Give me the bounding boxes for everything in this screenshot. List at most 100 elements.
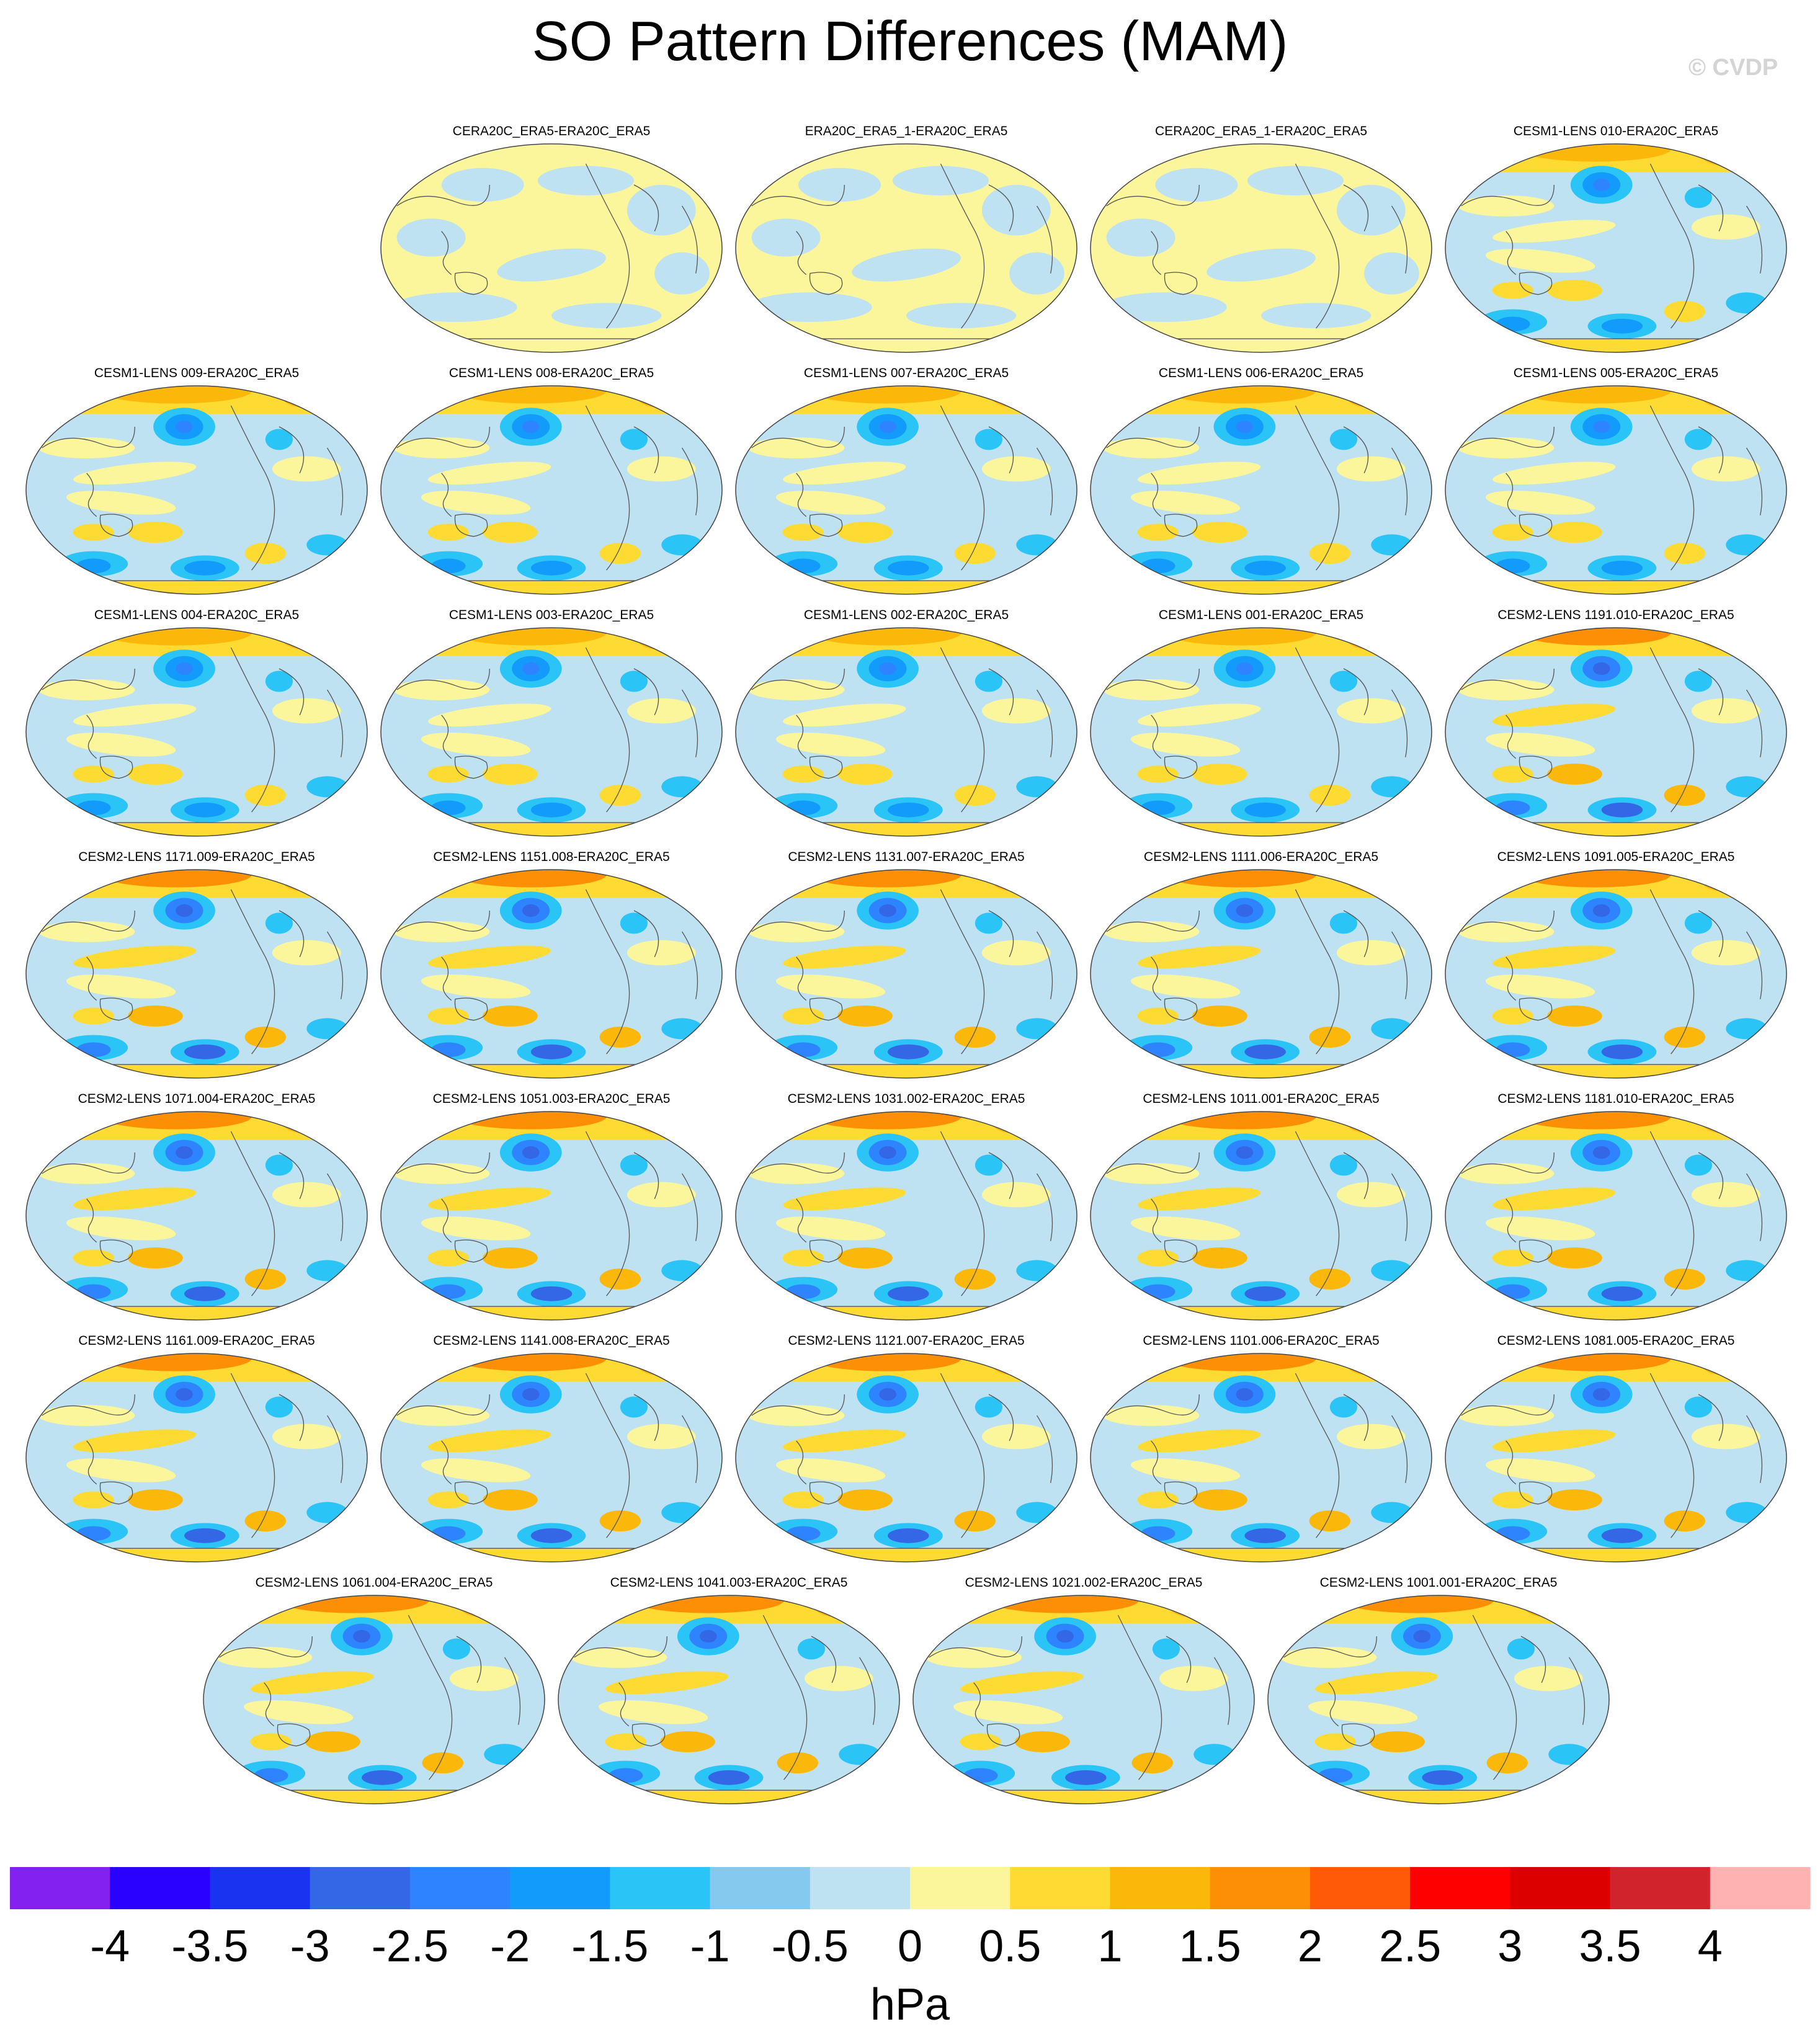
panel-label: CESM2-LENS 1031.002-ERA20C_ERA5 (787, 1092, 1025, 1106)
panel-label: CESM2-LENS 1071.004-ERA20C_ERA5 (78, 1092, 316, 1106)
global-map (735, 385, 1077, 595)
colorbar-swatch (409, 1867, 511, 1909)
colorbar-swatch (810, 1867, 911, 1909)
panel-label: CESM2-LENS 1181.010-ERA20C_ERA5 (1497, 1092, 1734, 1106)
colorbar-tick-label: -2.5 (372, 1922, 448, 1971)
colorbar-swatch (1010, 1867, 1110, 1909)
colorbar-tick-label: -3.5 (171, 1922, 248, 1971)
map-panel: CESM2-LENS 1131.007-ERA20C_ERA5 (728, 850, 1084, 1092)
panel-label: CESM2-LENS 1131.007-ERA20C_ERA5 (788, 850, 1025, 864)
map-panel-grid: CERA20C_ERA5-ERA20C_ERA5 ERA20C_ERA5_1-ER… (19, 124, 1794, 1817)
panel-label: CESM2-LENS 1011.001-ERA20C_ERA5 (1143, 1092, 1380, 1106)
colorbar-swatch (1309, 1867, 1411, 1909)
global-map (1445, 143, 1787, 353)
colorbar-tick-label: -0.5 (772, 1922, 849, 1971)
global-map (1090, 627, 1432, 837)
colorbar-swatch (110, 1867, 210, 1909)
figure-title: SO Pattern Differences (MAM) (532, 11, 1288, 73)
panel-label: CESM1-LENS 003-ERA20C_ERA5 (448, 608, 654, 622)
global-map (1445, 869, 1787, 1079)
panel-label: CESM1-LENS 006-ERA20C_ERA5 (1158, 366, 1364, 380)
panel-label: CESM2-LENS 1081.005-ERA20C_ERA5 (1497, 1334, 1735, 1348)
map-panel: CESM2-LENS 1181.010-ERA20C_ERA5 (1438, 1092, 1794, 1334)
global-map (735, 627, 1077, 837)
colorbar-tick-label: 0 (898, 1922, 922, 1971)
colorbar-swatch (610, 1867, 711, 1909)
panel-label: CESM1-LENS 008-ERA20C_ERA5 (448, 366, 654, 380)
map-panel: CESM2-LENS 1011.001-ERA20C_ERA5 (1083, 1092, 1439, 1334)
colorbar-swatch (1110, 1867, 1211, 1909)
global-map (735, 1111, 1077, 1321)
map-panel: CESM2-LENS 1191.010-ERA20C_ERA5 (1438, 608, 1794, 850)
colorbar-swatch (1210, 1867, 1311, 1909)
map-panel: CESM2-LENS 1081.005-ERA20C_ERA5 (1438, 1334, 1794, 1576)
colorbar-tick-label: -4 (90, 1922, 130, 1971)
map-panel: CESM2-LENS 1001.001-ERA20C_ERA5 (1260, 1576, 1617, 1817)
panel-label: CESM2-LENS 1171.009-ERA20C_ERA5 (78, 850, 315, 864)
colorbar: -4 -3.5 -3 -2.5 -2 -1.5 -1 -0.5 0 0.5 1 1.5 2 2.5 3 3.5… (10, 1867, 1811, 2030)
colorbar-tick-label: -2 (490, 1922, 530, 1971)
global-map (1445, 1111, 1787, 1321)
map-panel: CESM2-LENS 1091.005-ERA20C_ERA5 (1438, 850, 1794, 1092)
colorbar-tick-label: 2 (1298, 1922, 1323, 1971)
panel-label: CESM2-LENS 1191.010-ERA20C_ERA5 (1497, 608, 1734, 622)
map-panel: CESM2-LENS 1071.004-ERA20C_ERA5 (19, 1092, 375, 1334)
panel-label: CESM2-LENS 1091.005-ERA20C_ERA5 (1497, 850, 1735, 864)
colorbar-tick-label: -1.5 (571, 1922, 648, 1971)
colorbar-swatch (1510, 1867, 1611, 1909)
global-map (25, 1111, 368, 1321)
panel-label: CERA20C_ERA5_1-ERA20C_ERA5 (1155, 124, 1367, 138)
panel-label: CESM2-LENS 1001.001-ERA20C_ERA5 (1319, 1576, 1558, 1590)
colorbar-swatch (1410, 1867, 1510, 1909)
colorbar-swatch (1610, 1867, 1711, 1909)
colorbar-swatch (210, 1867, 311, 1909)
map-panel: CESM2-LENS 1021.002-ERA20C_ERA5 (906, 1576, 1262, 1817)
global-map (25, 627, 368, 837)
map-panel: CESM1-LENS 004-ERA20C_ERA5 (19, 608, 375, 850)
map-panel: CESM2-LENS 1141.008-ERA20C_ERA5 (373, 1334, 729, 1576)
panel-label: CESM1-LENS 007-ERA20C_ERA5 (803, 366, 1009, 380)
panel-label: CESM2-LENS 1151.008-ERA20C_ERA5 (433, 850, 670, 864)
panel-label: CESM1-LENS 009-ERA20C_ERA5 (94, 366, 300, 380)
panel-label: CESM2-LENS 1101.006-ERA20C_ERA5 (1143, 1334, 1380, 1348)
map-panel: CESM2-LENS 1171.009-ERA20C_ERA5 (19, 850, 375, 1092)
colorbar-tick-label: 4 (1698, 1922, 1723, 1971)
global-map (1090, 143, 1432, 353)
global-map (1267, 1595, 1610, 1804)
map-panel: CESM2-LENS 1121.007-ERA20C_ERA5 (728, 1334, 1084, 1576)
panel-label: CESM2-LENS 1121.007-ERA20C_ERA5 (788, 1334, 1025, 1348)
map-panel: CERA20C_ERA5-ERA20C_ERA5 (373, 124, 729, 366)
colorbar-swatch (10, 1867, 110, 1909)
colorbar-tick-label: 2.5 (1379, 1922, 1441, 1971)
map-panel: CESM2-LENS 1051.003-ERA20C_ERA5 (373, 1092, 729, 1334)
map-panel: CESM2-LENS 1151.008-ERA20C_ERA5 (373, 850, 729, 1092)
panel-label: CESM2-LENS 1061.004-ERA20C_ERA5 (255, 1576, 493, 1590)
map-panel: CESM2-LENS 1061.004-ERA20C_ERA5 (196, 1576, 552, 1817)
global-map (380, 143, 723, 353)
global-map (380, 627, 723, 837)
colorbar-tick-label: 3 (1497, 1922, 1522, 1971)
global-map (912, 1595, 1255, 1804)
global-map (1090, 1111, 1432, 1321)
global-map (203, 1595, 545, 1804)
map-panel: CESM1-LENS 005-ERA20C_ERA5 (1438, 366, 1794, 608)
map-panel: CESM1-LENS 002-ERA20C_ERA5 (728, 608, 1084, 850)
global-map (25, 1353, 368, 1562)
panel-label: CESM1-LENS 002-ERA20C_ERA5 (803, 608, 1009, 622)
map-panel: CESM1-LENS 003-ERA20C_ERA5 (373, 608, 729, 850)
map-panel: ERA20C_ERA5_1-ERA20C_ERA5 (728, 124, 1084, 366)
watermark: © CVDP (1688, 55, 1778, 81)
global-map (380, 1111, 723, 1321)
global-map (380, 869, 723, 1079)
colorbar-tick-label: 1.5 (1179, 1922, 1241, 1971)
global-map (25, 869, 368, 1079)
panel-label: CESM2-LENS 1161.009-ERA20C_ERA5 (78, 1334, 315, 1348)
panel-label: CESM2-LENS 1021.002-ERA20C_ERA5 (965, 1576, 1203, 1590)
colorbar-swatch (310, 1867, 411, 1909)
map-panel: CESM1-LENS 001-ERA20C_ERA5 (1083, 608, 1439, 850)
map-panel: CESM2-LENS 1161.009-ERA20C_ERA5 (19, 1334, 375, 1576)
map-panel: CESM2-LENS 1041.003-ERA20C_ERA5 (551, 1576, 907, 1817)
panel-label: ERA20C_ERA5_1-ERA20C_ERA5 (805, 124, 1008, 138)
colorbar-tick-label: 0.5 (979, 1922, 1041, 1971)
global-map (735, 869, 1077, 1079)
